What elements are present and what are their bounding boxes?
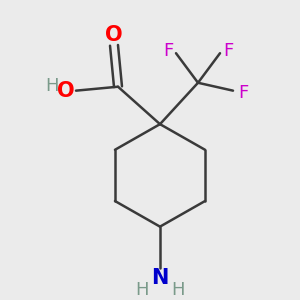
- Text: O: O: [57, 81, 75, 101]
- Text: N: N: [151, 268, 169, 288]
- Text: H: H: [171, 281, 185, 299]
- Text: F: F: [163, 42, 173, 60]
- Text: H: H: [45, 77, 59, 95]
- Text: F: F: [238, 84, 248, 102]
- Text: H: H: [135, 281, 149, 299]
- Text: O: O: [105, 26, 123, 46]
- Text: F: F: [223, 42, 233, 60]
